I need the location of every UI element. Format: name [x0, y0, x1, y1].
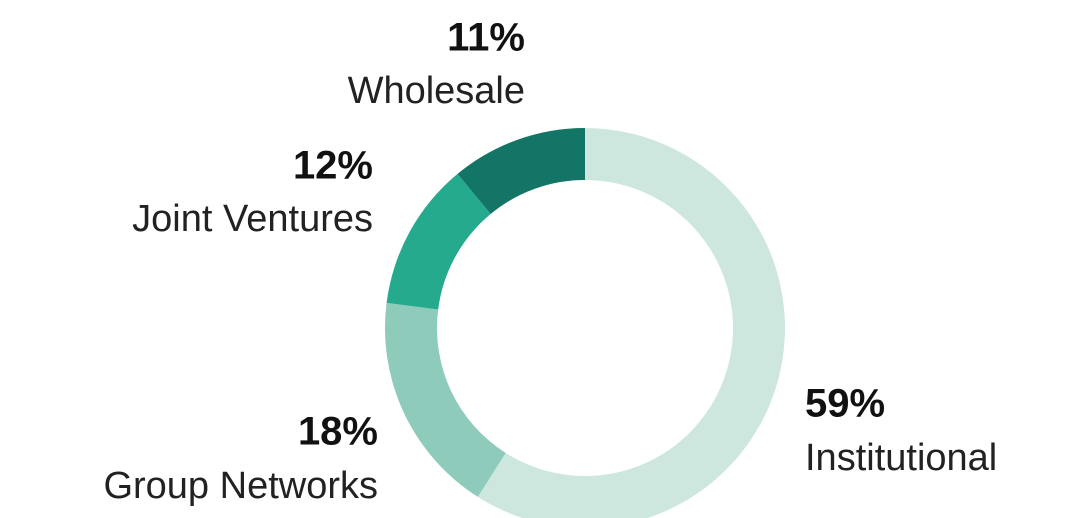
category-label: Wholesale [348, 70, 525, 112]
category-label: Institutional [805, 437, 997, 479]
donut-slice [386, 173, 491, 310]
donut-slice [457, 127, 585, 214]
value-label: 59% [805, 382, 885, 426]
value-label: 11% [447, 16, 525, 60]
category-label: Group Networks [103, 465, 378, 507]
category-label: Joint Ventures [132, 198, 373, 240]
donut-slice [385, 302, 506, 497]
donut-slice [477, 128, 785, 518]
value-label: 18% [298, 410, 378, 454]
value-label: 12% [293, 144, 373, 188]
